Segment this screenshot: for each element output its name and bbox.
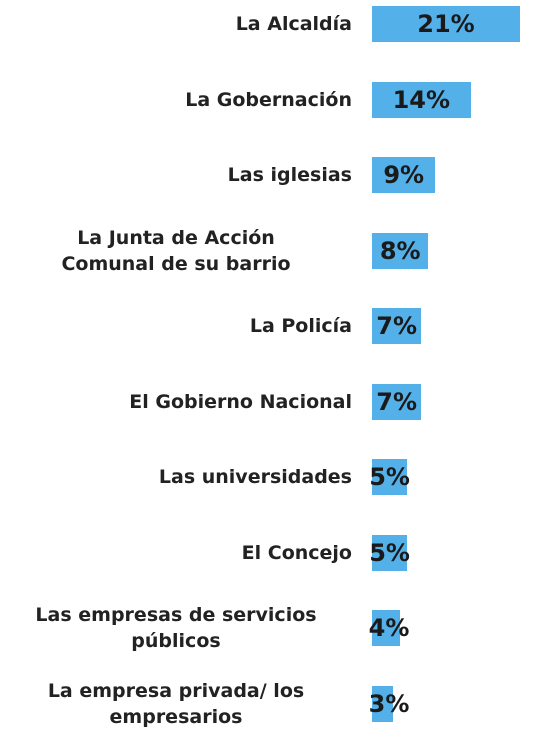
value-label: 5%	[369, 538, 410, 567]
category-label: La Alcaldía	[235, 13, 352, 35]
bar	[372, 6, 520, 42]
value-label: 21%	[417, 10, 475, 38]
category-label: El Gobierno Nacional	[129, 390, 352, 413]
category-label: La empresa privada/ los empresarios	[47, 679, 305, 728]
bar	[372, 383, 422, 420]
bar	[372, 308, 422, 344]
bar	[372, 685, 394, 722]
category-label: Las empresas de servicios públicos	[35, 604, 317, 652]
value-label: 14%	[392, 85, 451, 114]
value-label: 7%	[376, 387, 418, 416]
value-label: 8%	[379, 236, 421, 265]
category-label: El Concejo	[241, 541, 352, 564]
category-label: La Gobernación	[185, 88, 352, 111]
category-label: Las iglesias	[227, 164, 352, 186]
category-label: La Policía	[249, 315, 352, 337]
value-label: 5%	[369, 463, 410, 491]
value-label: 9%	[383, 161, 425, 189]
value-label: 4%	[368, 614, 410, 642]
value-label: 7%	[376, 312, 418, 340]
category-label: La Junta de Acción Comunal de su barrio	[61, 226, 291, 275]
bar	[372, 232, 429, 269]
bar	[372, 157, 436, 193]
value-label: 3%	[368, 689, 410, 718]
category-label: Las universidades	[158, 466, 352, 488]
bar	[372, 459, 408, 495]
bar	[372, 81, 471, 118]
bar	[372, 610, 401, 646]
bar	[372, 534, 408, 571]
